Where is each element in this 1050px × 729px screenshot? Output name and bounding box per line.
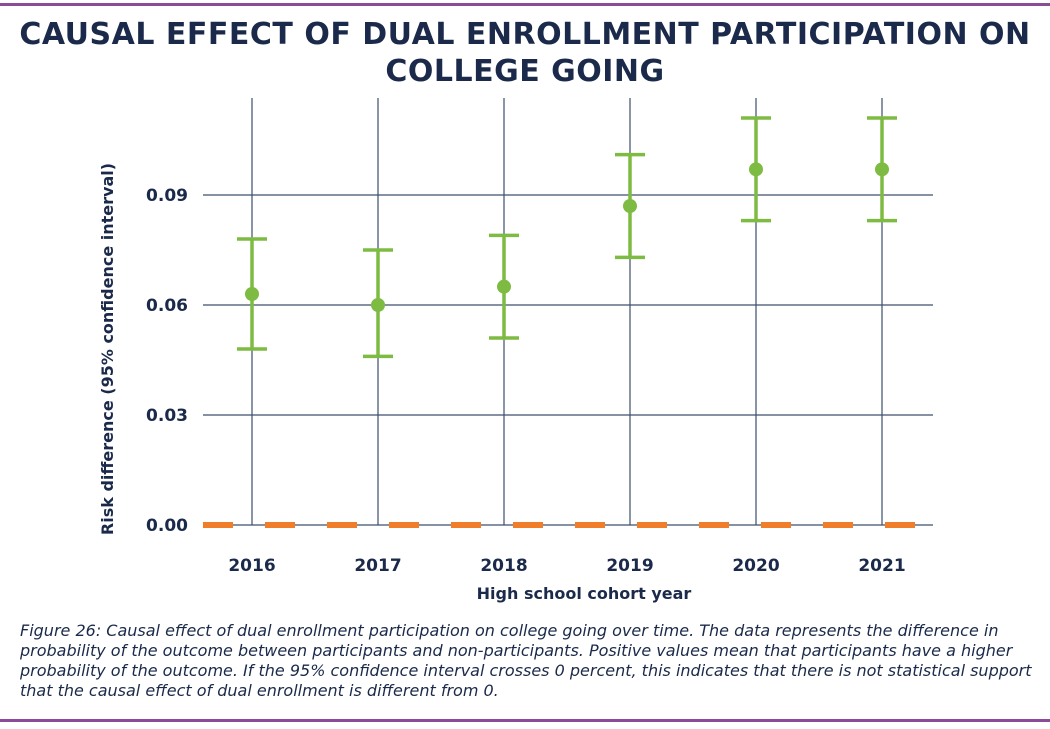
y-tick-label: 0.06 — [146, 296, 188, 316]
x-tick-label: 2017 — [354, 556, 401, 576]
y-tick-label: 0.09 — [146, 186, 188, 206]
figure-caption: Figure 26: Causal effect of dual enrollm… — [20, 621, 1032, 700]
data-point — [371, 298, 385, 312]
x-tick-label: 2019 — [606, 556, 653, 576]
data-point — [497, 279, 511, 294]
x-tick-label: 2018 — [480, 556, 527, 576]
data-point — [623, 199, 637, 213]
bottom-rule — [0, 719, 1050, 722]
data-point — [245, 287, 259, 301]
x-axis-label: High school cohort year — [477, 584, 692, 603]
x-tick-label: 2020 — [732, 556, 779, 576]
x-tick-label: 2021 — [858, 556, 905, 576]
data-point — [875, 162, 889, 177]
y-tick-label: 0.00 — [146, 516, 188, 536]
chart-title: CAUSAL EFFECT OF DUAL ENROLLMENT PARTICI… — [19, 17, 1031, 89]
y-tick-label: 0.03 — [146, 406, 188, 426]
data-point — [749, 162, 763, 177]
x-tick-label: 2016 — [228, 556, 275, 576]
y-axis-label: Risk difference (95% confidence interval… — [98, 163, 117, 535]
top-rule — [0, 3, 1050, 6]
